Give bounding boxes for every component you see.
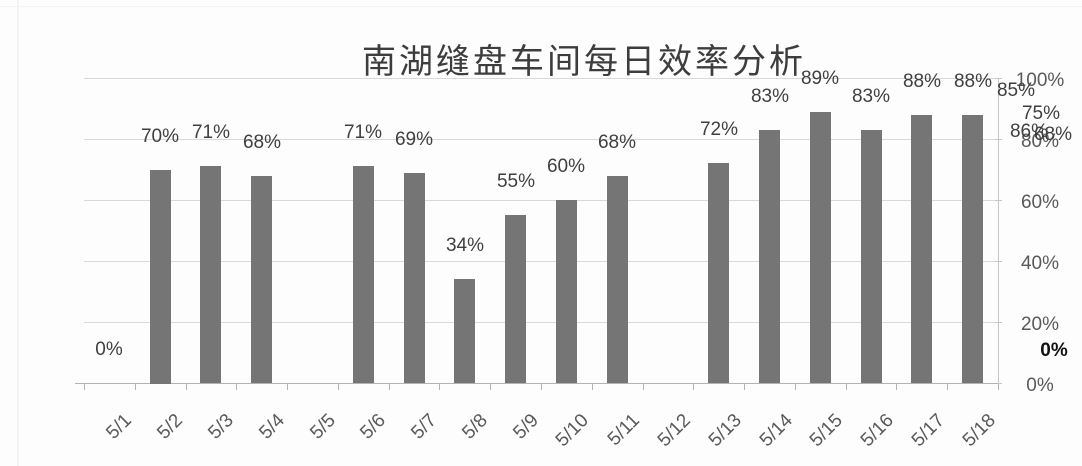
y-axis-label: 80% <box>1020 131 1060 152</box>
x-axis-tick <box>186 384 187 390</box>
overflow-data-label: 0% <box>1040 340 1068 361</box>
bar-label: 71% <box>191 122 231 143</box>
x-axis-tick <box>287 384 288 390</box>
bar-label: 68% <box>597 132 637 153</box>
y-axis-line <box>998 78 999 383</box>
bar <box>353 166 374 383</box>
bar-label: 88% <box>953 71 993 92</box>
bar-label: 89% <box>800 68 840 89</box>
x-axis-tick <box>947 384 948 390</box>
x-axis-tick <box>490 384 491 390</box>
overflow-data-label: 75% <box>1021 103 1061 124</box>
x-axis-tick <box>744 384 745 390</box>
x-axis-tick <box>795 384 796 390</box>
grid-line <box>84 261 998 262</box>
y-axis-label: 0% <box>1026 375 1054 396</box>
bar <box>454 279 475 383</box>
overflow-data-label: 86% <box>1009 121 1049 142</box>
x-axis-tick <box>998 384 999 390</box>
bar <box>404 173 425 383</box>
x-axis-tick <box>84 384 85 390</box>
overflow-data-label: 85% <box>996 80 1036 101</box>
bar <box>962 115 983 383</box>
bar <box>708 163 729 383</box>
bar-label: 71% <box>343 122 383 143</box>
y-axis-label: 100% <box>1015 70 1065 91</box>
bar <box>759 130 780 383</box>
bar-label: 0% <box>95 339 123 360</box>
chart-title: 南湖缝盘车间每日效率分析 <box>362 43 806 81</box>
grid-line <box>84 200 998 201</box>
bar <box>861 130 882 383</box>
bar <box>200 166 221 383</box>
bar <box>150 170 171 384</box>
bar <box>911 115 932 383</box>
x-axis-tick <box>846 384 847 390</box>
x-axis-tick <box>643 384 644 390</box>
chart-border-left <box>17 0 19 466</box>
x-axis-line <box>75 383 998 384</box>
bar <box>810 112 831 383</box>
bar-label: 60% <box>546 156 586 177</box>
x-axis-tick <box>236 384 237 390</box>
y-axis-label: 20% <box>1020 314 1060 335</box>
x-axis-tick <box>541 384 542 390</box>
bar <box>505 215 526 383</box>
bar-label: 88% <box>902 71 942 92</box>
y-axis-tick <box>995 383 1002 384</box>
bar-label: 83% <box>750 86 790 107</box>
y-axis-label: 60% <box>1020 192 1060 213</box>
bar-label: 83% <box>851 86 891 107</box>
bar-label: 70% <box>140 126 180 147</box>
bar-label: 69% <box>394 129 434 150</box>
bar <box>251 176 272 383</box>
bar-label: 55% <box>496 171 536 192</box>
bar-label: 68% <box>242 132 282 153</box>
x-axis-tick <box>896 384 897 390</box>
x-axis-tick <box>135 384 136 390</box>
bar <box>607 176 628 383</box>
x-axis-tick <box>338 384 339 390</box>
overflow-data-label: 68% <box>1033 124 1073 145</box>
x-axis-tick <box>439 384 440 390</box>
bar-label: 34% <box>445 235 485 256</box>
grid-line <box>84 322 998 323</box>
grid-line <box>84 78 998 79</box>
chart-border-top <box>0 6 1082 7</box>
bar <box>556 200 577 383</box>
bar-label: 72% <box>699 119 739 140</box>
grid-line <box>84 139 998 140</box>
y-axis-label: 40% <box>1020 253 1060 274</box>
x-axis-tick <box>389 384 390 390</box>
x-axis-tick <box>592 384 593 390</box>
x-axis-tick <box>693 384 694 390</box>
